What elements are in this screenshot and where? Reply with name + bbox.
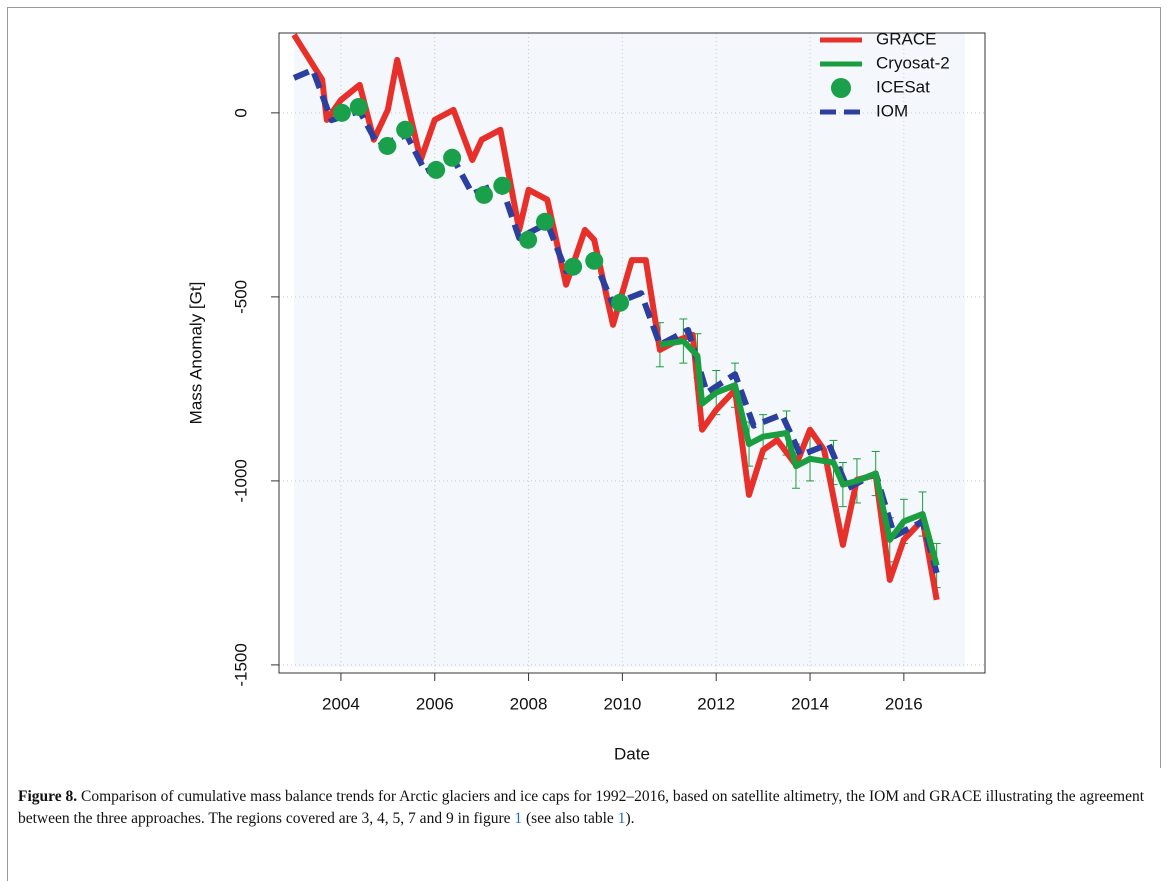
plot-layer bbox=[291, 33, 941, 601]
y-tick-label: 0 bbox=[231, 108, 250, 117]
plot-frame bbox=[278, 32, 986, 674]
chart: Date Mass Anomaly [Gt] 0 -500 -1000 -1500 20… bbox=[186, 29, 986, 763]
x-tick-label: 2004 bbox=[322, 694, 360, 713]
plot-background bbox=[294, 33, 965, 667]
x-tick-label: 2006 bbox=[416, 694, 454, 713]
x-tick-label: 2010 bbox=[603, 694, 641, 713]
legend-label: Cryosat-2 bbox=[876, 53, 950, 72]
y-axis-label: Mass Anomaly [Gt] bbox=[186, 282, 205, 425]
caption-text: Comparison of cumulative mass balance tr… bbox=[18, 788, 1145, 827]
point bbox=[378, 136, 397, 155]
frame-line bbox=[7, 767, 8, 881]
x-tick-label: 2008 bbox=[510, 694, 548, 713]
figure-frame bbox=[7, 7, 1161, 768]
point bbox=[474, 185, 493, 204]
point bbox=[519, 230, 538, 249]
y-tick-label: -1500 bbox=[231, 643, 250, 686]
series-line bbox=[291, 33, 940, 601]
point bbox=[349, 97, 368, 116]
caption: Figure 8. Comparison of cumulative mass … bbox=[18, 786, 1153, 830]
point bbox=[611, 293, 630, 312]
legend-marker bbox=[831, 78, 851, 98]
x-tick-label: 2014 bbox=[791, 694, 829, 713]
legend-label: GRACE bbox=[876, 29, 936, 48]
point bbox=[564, 257, 583, 276]
point bbox=[535, 212, 554, 231]
point bbox=[332, 103, 351, 122]
y-tick-label: -500 bbox=[231, 280, 250, 314]
caption-link[interactable]: 1 bbox=[617, 810, 626, 827]
series-line bbox=[659, 338, 940, 567]
caption-text: (see also table bbox=[522, 810, 618, 827]
x-tick-label: 2016 bbox=[885, 694, 923, 713]
point bbox=[427, 160, 446, 179]
x-tick-label: 2012 bbox=[697, 694, 735, 713]
y-tick-label: -1000 bbox=[231, 459, 250, 502]
legend-label: IOM bbox=[876, 101, 908, 120]
caption-link[interactable]: 1 bbox=[514, 810, 523, 827]
point bbox=[585, 251, 604, 270]
legend-label: ICESat bbox=[876, 77, 930, 96]
point bbox=[396, 120, 415, 139]
x-axis-label: Date bbox=[614, 744, 650, 763]
point bbox=[443, 148, 462, 167]
caption-label: Figure 8. bbox=[18, 788, 78, 805]
point bbox=[493, 176, 512, 195]
caption-text: ). bbox=[625, 810, 635, 827]
